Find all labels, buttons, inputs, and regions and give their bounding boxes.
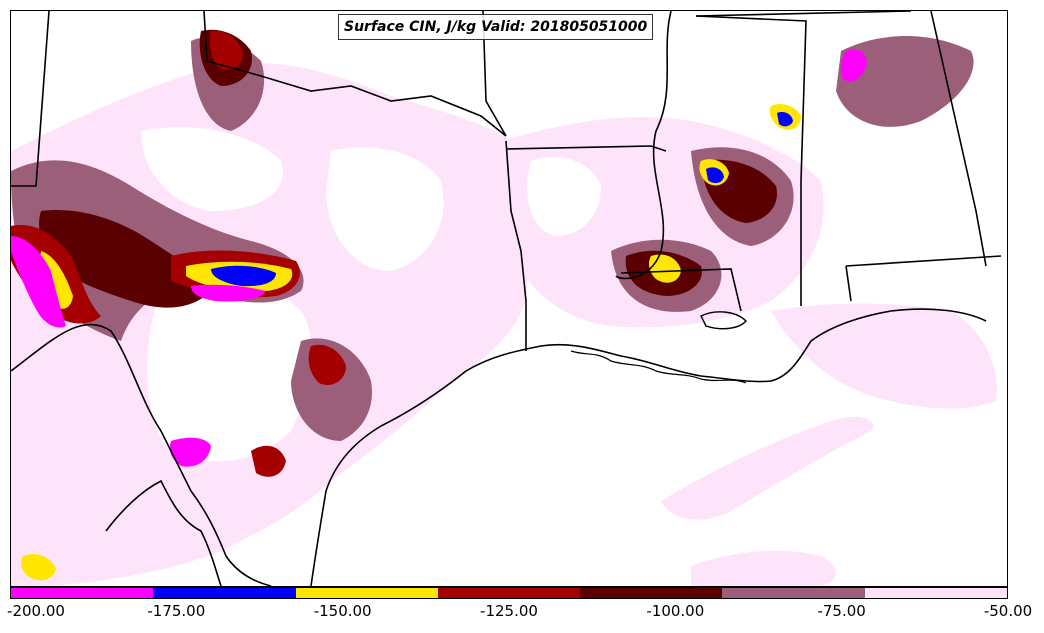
coastline-lake-pontchartrain xyxy=(700,311,747,330)
cin-fill-red-corridor xyxy=(308,344,346,386)
coastline-bayou-detail xyxy=(570,350,747,384)
cin-fill-blue-ala xyxy=(706,167,724,184)
cin-fill-mauve-ne xyxy=(836,36,974,127)
colorbar-tick-label: -50.00 xyxy=(983,602,1033,620)
colorbar-tick-label: -75.00 xyxy=(817,602,866,620)
cin-fill-red-tx-south xyxy=(251,445,286,477)
colorbar-tick-label: -175.00 xyxy=(147,602,206,620)
boundary-fl-ala xyxy=(845,255,1002,267)
boundary-rio-grande xyxy=(11,323,272,586)
boundary-fl-panhandle xyxy=(845,265,852,302)
boundary-ga-ala xyxy=(930,11,987,267)
cin-fill-white-texas-core xyxy=(147,280,312,462)
cin-fill-blue-ne xyxy=(777,111,793,127)
colorbar-tick-label: -125.00 xyxy=(480,602,538,620)
cin-fill-darkred-west xyxy=(39,210,211,308)
boundary-la-miss xyxy=(620,268,742,312)
cin-fill-magenta-west xyxy=(11,236,66,328)
colorbar-segment xyxy=(153,588,296,598)
cin-fill-magenta-mexico xyxy=(169,437,211,467)
boundary-ar-la xyxy=(505,145,667,152)
gulf-coastline xyxy=(310,308,987,586)
colorbar-segment xyxy=(295,588,438,598)
political-boundaries xyxy=(11,11,1002,586)
cin-fill-magenta-ne xyxy=(840,49,867,82)
cin-fill-pink-east xyxy=(771,303,997,409)
colorbar-segment xyxy=(864,588,1007,598)
colorbar-segment xyxy=(722,588,865,598)
cin-fill-pink-gulf-streak-2 xyxy=(691,550,836,586)
colorbar-tick-label: -150.00 xyxy=(313,602,372,620)
cin-fill-blue-texas xyxy=(211,265,276,287)
boundary-miss-river xyxy=(615,11,672,280)
map-panel xyxy=(10,10,1008,587)
colorbar-segment xyxy=(580,588,723,598)
cin-fill-red-north xyxy=(209,30,243,70)
cin-fill-pink-gulf-streak-1 xyxy=(661,416,874,520)
colorbar-segment xyxy=(11,588,154,598)
cin-fill-magenta-texas xyxy=(191,284,266,302)
cin-fill-white-ark xyxy=(527,157,601,236)
colorbar-segment xyxy=(437,588,581,598)
colorbar xyxy=(10,587,1008,599)
cin-map xyxy=(11,11,1007,586)
boundary-tx-la xyxy=(505,140,527,351)
boundary-miss-ala xyxy=(695,15,807,306)
boundary-mexico-states xyxy=(105,479,222,586)
cin-fill-yellow-sw xyxy=(21,554,56,581)
cin-fill-white-north xyxy=(141,127,283,211)
boundary-ok-ar xyxy=(482,11,507,137)
map-title: Surface CIN, J/kg Valid: 201805051000 xyxy=(338,14,654,40)
colorbar-tick-label: -100.00 xyxy=(646,602,705,620)
boundary-nm-west xyxy=(11,11,50,187)
colorbar-tick-labels: -200.00 -175.00 -150.00 -125.00 -100.00 -75.0… xyxy=(0,602,1044,626)
boundary-tn-line xyxy=(695,11,912,17)
cin-fill-white-central xyxy=(326,147,444,271)
boundary-tx-panhandle-top xyxy=(203,11,507,137)
colorbar-tick-label: -200.00 xyxy=(7,602,65,620)
